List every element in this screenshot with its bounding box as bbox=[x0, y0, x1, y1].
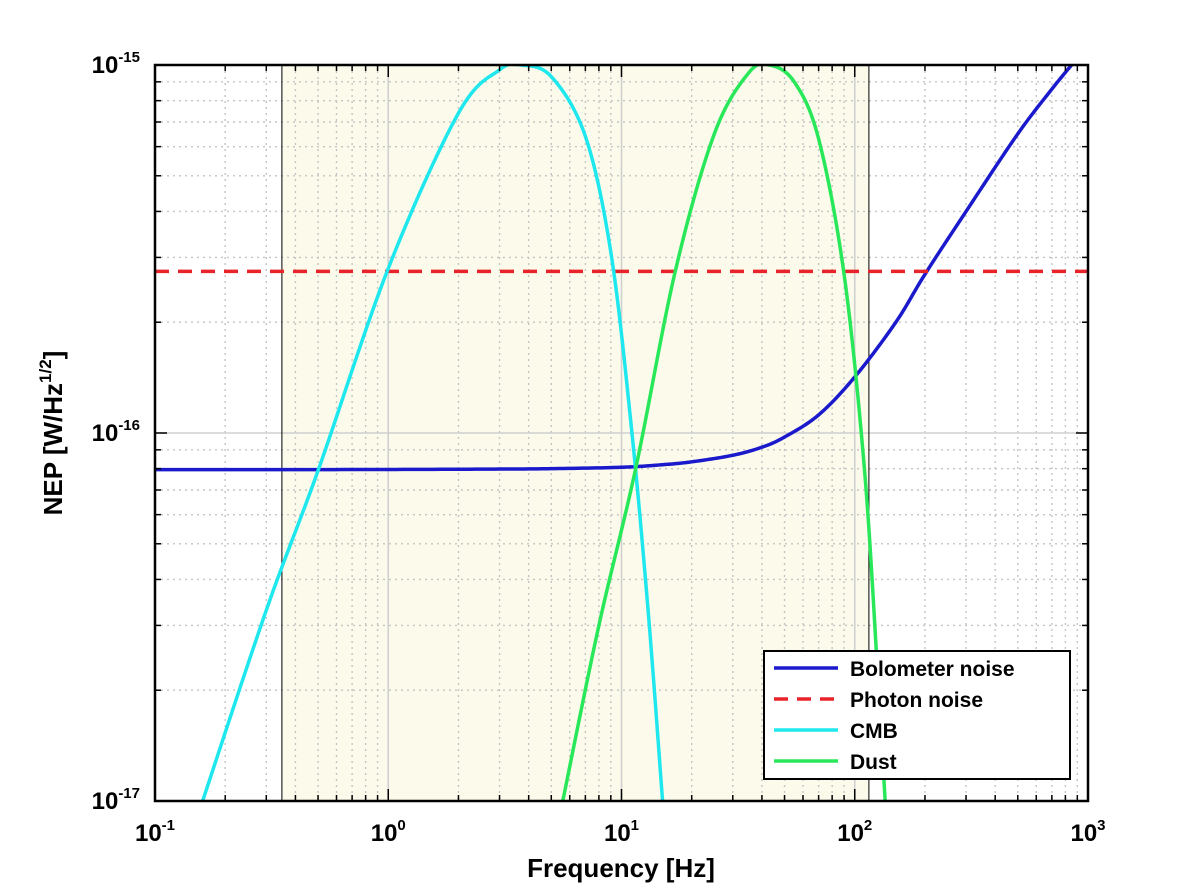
x-tick-label: 102 bbox=[837, 817, 872, 847]
y-axis-title-base: NEP [W/Hz bbox=[38, 383, 68, 515]
x-tick-label-base: 10 bbox=[135, 820, 162, 847]
x-tick-label-base: 10 bbox=[1070, 820, 1097, 847]
x-tick-label: 100 bbox=[371, 817, 406, 847]
y-tick-label: 10-17 bbox=[92, 785, 140, 815]
y-tick-label: 10-15 bbox=[92, 49, 140, 79]
x-axis-title: Frequency [Hz] bbox=[527, 853, 715, 883]
x-tick-label-exponent: 3 bbox=[1097, 817, 1105, 834]
y-axis-title-exponent: 1/2 bbox=[36, 359, 55, 383]
y-axis-title: NEP [W/Hz1/2] bbox=[36, 351, 68, 516]
x-tick-label-exponent: 1 bbox=[631, 817, 639, 834]
x-tick-label: 10-1 bbox=[135, 817, 175, 847]
y-tick-label: 10-16 bbox=[92, 417, 140, 447]
x-tick-label-exponent: 0 bbox=[397, 817, 405, 834]
x-tick-label-exponent: 2 bbox=[864, 817, 872, 834]
x-tick-label: 103 bbox=[1070, 817, 1105, 847]
legend-label-bolometer-noise: Bolometer noise bbox=[850, 658, 1015, 681]
x-tick-label: 101 bbox=[604, 817, 639, 847]
series-line-bolometer-noise bbox=[155, 65, 1073, 472]
legend-label-photon-noise: Photon noise bbox=[850, 689, 983, 712]
legend-label-dust: Dust bbox=[850, 751, 897, 774]
legend-box bbox=[763, 650, 1071, 780]
x-tick-label-base: 10 bbox=[837, 820, 864, 847]
x-tick-label-exponent: -1 bbox=[162, 817, 175, 834]
series-line-dust bbox=[561, 65, 887, 801]
series-line-cmb bbox=[200, 65, 665, 801]
y-axis-title-close: ] bbox=[38, 351, 68, 360]
y-tick-label-exponent: -16 bbox=[118, 417, 140, 434]
legend: Bolometer noise Photon noise CMB Dust bbox=[763, 650, 1071, 780]
y-tick-label-base: 10 bbox=[92, 788, 119, 815]
x-tick-label-base: 10 bbox=[604, 820, 631, 847]
x-tick-label-base: 10 bbox=[371, 820, 398, 847]
y-tick-label-base: 10 bbox=[92, 420, 119, 447]
y-tick-label-base: 10 bbox=[92, 52, 119, 79]
y-tick-label-exponent: -15 bbox=[118, 49, 140, 66]
y-tick-label-exponent: -17 bbox=[118, 785, 140, 802]
legend-label-cmb: CMB bbox=[850, 720, 898, 743]
